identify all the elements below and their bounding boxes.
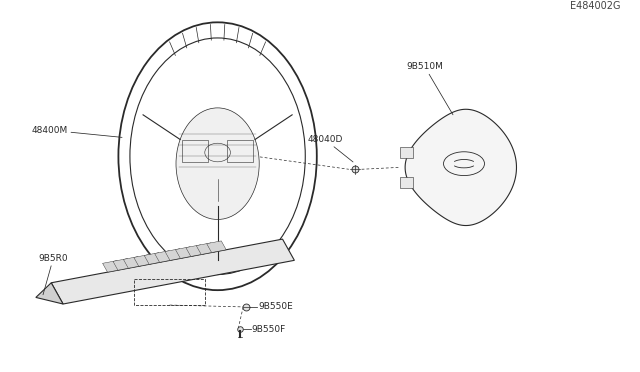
Text: 48040D: 48040D [307, 135, 353, 162]
Text: 9B510M: 9B510M [406, 62, 453, 115]
Bar [400, 147, 413, 158]
Polygon shape [405, 109, 516, 225]
Polygon shape [113, 259, 132, 270]
Polygon shape [196, 243, 216, 254]
Text: 48400M: 48400M [32, 126, 122, 137]
Polygon shape [134, 255, 154, 266]
Polygon shape [155, 251, 174, 262]
Polygon shape [165, 249, 184, 260]
Text: 9B5R0: 9B5R0 [38, 254, 68, 295]
Polygon shape [51, 239, 294, 304]
Bar [400, 177, 413, 188]
Bar [227, 140, 253, 162]
Ellipse shape [176, 108, 259, 219]
Bar [182, 140, 208, 162]
Polygon shape [36, 283, 63, 304]
Text: 9B550E: 9B550E [258, 302, 292, 311]
Polygon shape [124, 257, 143, 268]
Polygon shape [102, 260, 122, 272]
Text: E484002G: E484002G [570, 1, 621, 11]
Polygon shape [175, 247, 195, 259]
Polygon shape [186, 245, 205, 256]
Polygon shape [207, 241, 226, 253]
Text: 9B550F: 9B550F [252, 325, 286, 334]
Polygon shape [144, 253, 164, 264]
Bar [134, 279, 205, 305]
